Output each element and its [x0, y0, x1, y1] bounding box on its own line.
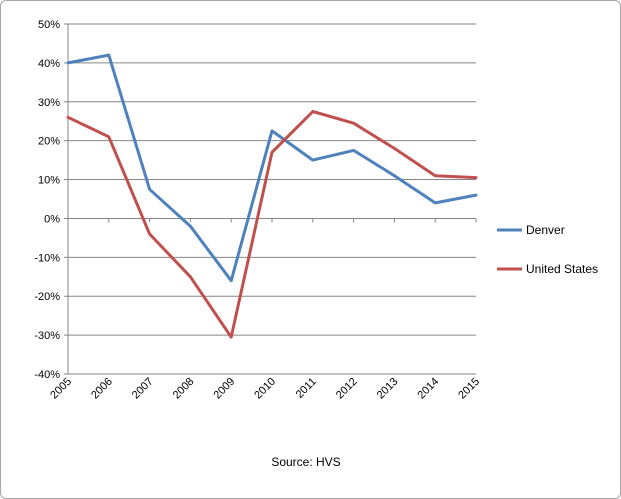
legend: Denver United States [497, 223, 598, 276]
x-tick-label: 2014 [416, 376, 442, 402]
y-tick-label: 20% [38, 136, 60, 148]
x-axis-tick-labels: 2005 2006 2007 2008 2009 2010 2011 2012 2013 2014… [48, 376, 482, 402]
y-tick-label: 30% [38, 97, 60, 109]
y-tick-label: 0% [44, 213, 60, 225]
y-tick-label: -40% [34, 369, 60, 381]
y-tick-label: 10% [38, 175, 60, 187]
x-tick-label: 2010 [252, 376, 278, 402]
series-lines [66, 53, 478, 339]
x-tick-label: 2007 [130, 376, 156, 402]
x-tick-label: 2015 [456, 376, 482, 402]
y-tick-label: -30% [34, 330, 60, 342]
x-tick-label: 2013 [375, 376, 401, 402]
series-line-denver [66, 53, 478, 283]
x-tick-label: 2009 [212, 376, 238, 402]
x-tick-label: 2012 [334, 376, 360, 402]
y-tick-label: 50% [38, 19, 60, 31]
y-tick-label: -20% [34, 291, 60, 303]
legend-label-united-states: United States [526, 262, 598, 276]
y-tick-label: -10% [34, 252, 60, 264]
axes [64, 23, 477, 375]
y-axis-tick-labels: 50% 40% 30% 20% 10% 0% -10% -20% -30% -40% [34, 19, 60, 381]
x-tick-label: 2008 [171, 376, 197, 402]
series-line-united-states [66, 110, 478, 339]
x-tick-label: 2011 [294, 376, 319, 401]
y-tick-label: 40% [38, 58, 60, 70]
source-label: Source: HVS [271, 455, 340, 469]
legend-label-denver: Denver [526, 223, 565, 237]
x-tick-label: 2006 [89, 376, 115, 402]
gridlines [68, 23, 476, 375]
